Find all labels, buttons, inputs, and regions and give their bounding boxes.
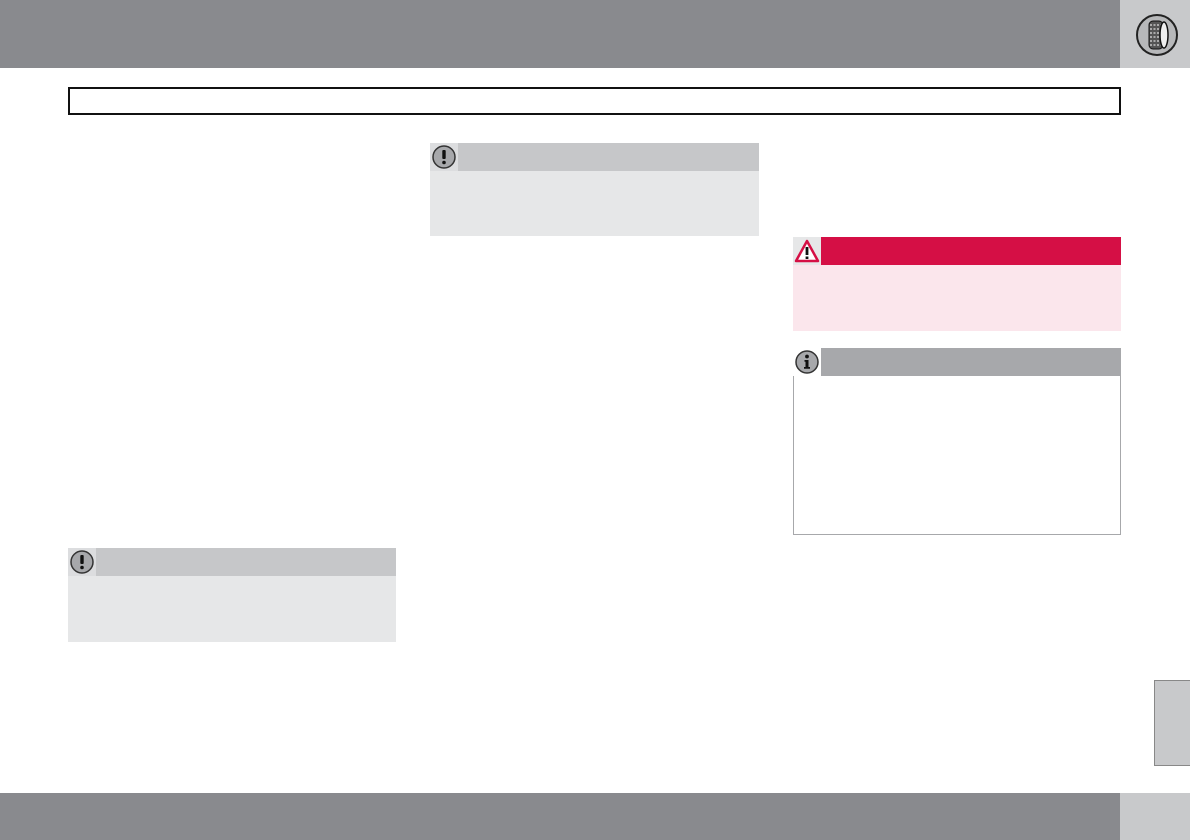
exclamation-circle-icon [68,548,96,576]
note-header [430,143,759,171]
warning-header [793,237,1121,265]
bottom-bar [0,793,1120,840]
important-note-box [430,143,759,236]
warning-box [793,237,1121,331]
tire-icon [1136,14,1178,56]
note-body [68,576,396,642]
page-number-tab [1120,793,1190,840]
section-side-tab[interactable] [1154,680,1190,766]
info-circle-icon [793,348,821,376]
warning-body [793,265,1121,331]
info-header [793,348,1121,376]
warning-triangle-icon [793,237,821,265]
chapter-tab[interactable] [1120,0,1190,68]
info-body [793,376,1121,535]
exclamation-circle-icon [430,143,458,171]
top-bar [0,0,1120,68]
important-note-box [68,548,396,642]
note-header [68,548,396,576]
info-box [793,348,1121,535]
note-body [430,171,759,236]
page-title-box [68,87,1121,115]
